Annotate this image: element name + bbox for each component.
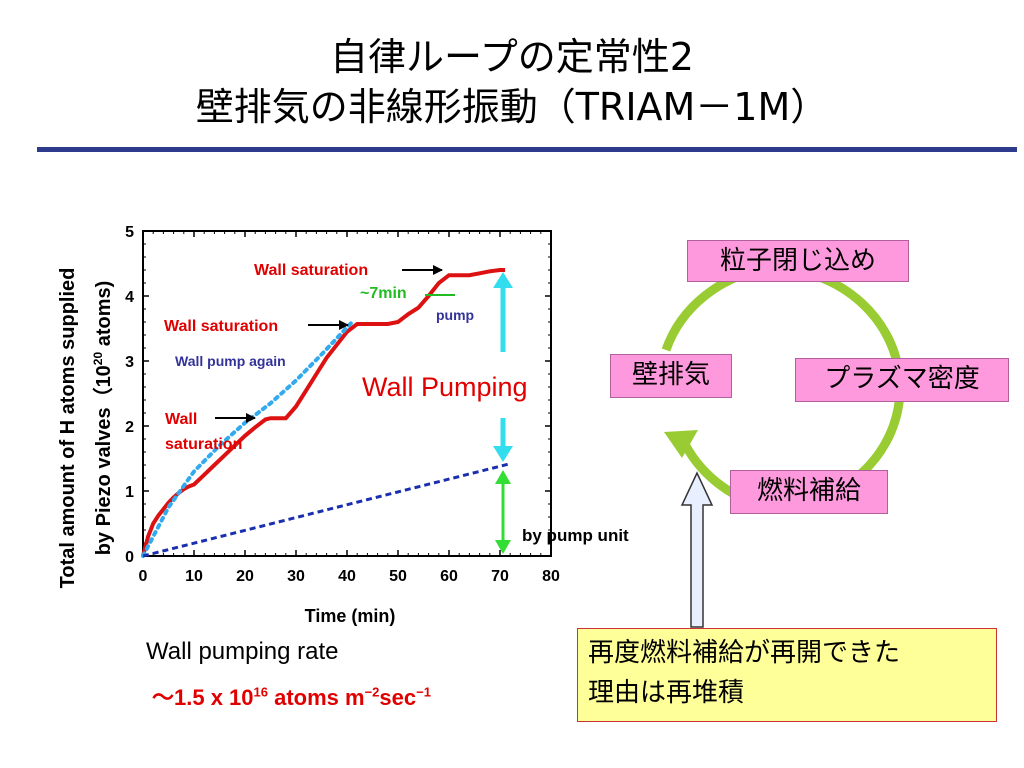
- x-tick-label: 80: [542, 568, 560, 585]
- rate-exp1: 16: [253, 684, 268, 700]
- note-line2: 理由は再堆積: [588, 678, 745, 708]
- y-tick-label: 2: [125, 419, 134, 436]
- note-box: 再度燃料補給が再開できた 理由は再堆積: [577, 628, 997, 722]
- wall-pumping-arrow: [493, 272, 513, 462]
- cycle-arrowhead: [664, 430, 698, 458]
- seven-min-label: ~7min: [360, 285, 407, 302]
- wall-saturation-mid-label: Wall saturation: [164, 318, 278, 335]
- pump-label: pump: [436, 307, 474, 323]
- series-line-1: [141, 320, 355, 558]
- cycle-box-wall-pumping: 壁排気: [610, 354, 732, 398]
- x-tick-label: 10: [185, 568, 203, 585]
- x-tick-label: 20: [236, 568, 254, 585]
- x-tick-label: 50: [389, 568, 407, 585]
- y-label-pre: by Piezo valves（10: [92, 365, 115, 555]
- axis-tick-labels: 0 10 20 30 40 50 60 70 80 0 1 2 3 4 5: [125, 224, 560, 585]
- wall-pump-again-label: Wall pump again: [175, 353, 286, 369]
- rate-exp3: −1: [416, 684, 431, 700]
- cycle-box-fueling: 燃料補給: [730, 470, 888, 514]
- rate-mid: atoms m: [267, 685, 365, 710]
- wall-pumping-rate-value: ～1.5 x 1016 atoms m−2sec−1: [152, 680, 431, 712]
- y-axis-label-line2: by Piezo valves（1020 atoms): [91, 281, 115, 556]
- y-label-exp: 20: [91, 352, 105, 366]
- slide-title-line1: 自律ループの定常性2: [330, 35, 694, 79]
- y-tick-label: 4: [125, 289, 134, 306]
- y-tick-label: 5: [125, 224, 134, 241]
- y-tick-label: 3: [125, 354, 134, 371]
- cycle-box-confinement: 粒子閉じ込め: [687, 240, 909, 282]
- wall-pumping-rate-label: Wall pumping rate: [146, 638, 339, 665]
- x-axis-label: Time (min): [305, 606, 396, 626]
- note-arrow: [680, 471, 714, 628]
- note-line1: 再度燃料補給が再開できた: [588, 638, 901, 668]
- wall-saturation-top-label: Wall saturation: [254, 262, 368, 279]
- wall-pumping-label: Wall Pumping: [362, 372, 528, 402]
- slide-title-line2: 壁排気の非線形振動（TRIAM－1M）: [195, 85, 829, 129]
- x-tick-label: 30: [287, 568, 305, 585]
- rate-exp2: −2: [364, 684, 380, 700]
- wall-saturation-low-label-1: Wall: [165, 411, 197, 428]
- y-label-post: atoms): [93, 281, 115, 352]
- axis-ticks: [142, 230, 552, 557]
- chart-series: [141, 268, 511, 558]
- cycle-box-plasma-density: プラズマ密度: [795, 358, 1009, 402]
- y-axis-label-line1: Total amount of H atoms supplied: [57, 268, 79, 589]
- by-pump-unit-label: by pump unit: [522, 526, 629, 545]
- pump-unit-arrow: [495, 470, 511, 554]
- x-tick-label: 40: [338, 568, 356, 585]
- series-line-2: [142, 462, 511, 558]
- x-tick-label: 0: [139, 568, 148, 585]
- title-divider: [37, 147, 1017, 152]
- rate-sec: sec: [379, 685, 417, 710]
- x-tick-label: 60: [440, 568, 458, 585]
- y-tick-label: 1: [125, 484, 134, 501]
- y-tick-label: 0: [125, 549, 134, 566]
- wall-saturation-low-label-2: saturation: [165, 436, 242, 453]
- rate-prefix: ～1.5 x 10: [152, 685, 254, 710]
- x-tick-label: 70: [491, 568, 509, 585]
